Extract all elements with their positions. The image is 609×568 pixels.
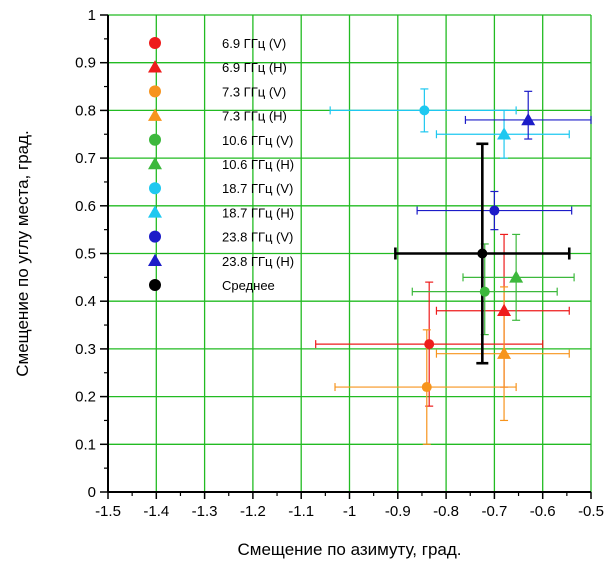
- legend-label: 10.6 ГГц (V): [222, 133, 293, 148]
- legend-label: 7.3 ГГц (H): [222, 109, 287, 124]
- data-point: [497, 303, 512, 316]
- legend-marker: [149, 182, 161, 195]
- data-point: [479, 286, 490, 297]
- legend-label: 6.9 ГГц (H): [222, 60, 287, 75]
- legend-marker: [149, 133, 161, 146]
- x-tick-label: -0.9: [385, 503, 411, 520]
- y-tick-label: 0.5: [75, 246, 96, 263]
- legend-marker: [149, 230, 161, 243]
- data-point: [497, 127, 512, 140]
- data-point: [509, 270, 524, 283]
- legend-marker: [149, 279, 161, 291]
- y-tick-label: 0.6: [75, 198, 96, 215]
- legend-label: 6.9 ГГц (V): [222, 36, 286, 51]
- data-point: [477, 248, 488, 259]
- x-tick-label: -1.2: [240, 503, 266, 520]
- x-tick-label: -1: [343, 503, 356, 520]
- x-tick-label: -0.7: [481, 503, 507, 520]
- legend-marker: [148, 157, 162, 170]
- y-tick-label: 0.2: [75, 389, 96, 406]
- data-points: [419, 105, 536, 393]
- y-tick-label: 1: [88, 7, 96, 24]
- y-axis-title: Смещение по углу места, град.: [13, 130, 32, 376]
- legend-marker: [148, 253, 162, 267]
- legend-marker: [149, 85, 161, 98]
- data-point: [489, 205, 500, 216]
- axes: [100, 14, 592, 499]
- x-tick-label: -0.8: [433, 503, 459, 520]
- legend-label: 7.3 ГГц (V): [222, 84, 286, 99]
- x-tick-label: -0.6: [530, 503, 556, 520]
- x-tick-label: -0.5: [578, 503, 604, 520]
- y-tick-label: 0.7: [75, 150, 96, 167]
- x-tick-labels: -1.5 -1.4 -1.3 -1.2 -1.1 -1 -0.9 -0.8 -0.7 -0.6 -0…: [95, 503, 604, 520]
- x-tick-label: -1.5: [95, 503, 121, 520]
- legend-marker: [148, 60, 162, 73]
- x-tick-label: -1.4: [143, 503, 169, 520]
- y-tick-label: 0.4: [75, 293, 96, 310]
- y-tick-label: 0: [88, 484, 96, 501]
- y-tick-labels: 0 0.1 0.2 0.3 0.4 0.5 0.6 0.7 0.8 0.9 1: [75, 7, 96, 501]
- y-tick-label: 0.3: [75, 341, 96, 358]
- data-point: [497, 346, 512, 359]
- data-point: [421, 382, 432, 393]
- data-point: [521, 112, 536, 126]
- data-point: [424, 339, 435, 350]
- legend-marker: [148, 108, 162, 121]
- legend-label: 18.7 ГГц (V): [222, 181, 293, 196]
- x-tick-label: -1.3: [192, 503, 218, 520]
- x-axis-title: Смещение по азимуту, град.: [237, 540, 461, 559]
- legend: 6.9 ГГц (V) 6.9 ГГц (H) 7.3 ГГц (V) 7.3 ГГц…: [148, 36, 294, 293]
- legend-marker: [148, 205, 162, 218]
- legend-marker: [149, 37, 161, 49]
- legend-label: 23.8 ГГц (V): [222, 230, 293, 245]
- legend-label: 18.7 ГГц (H): [222, 205, 294, 220]
- error-bars: [315, 88, 592, 445]
- legend-label: Среднее: [222, 278, 275, 293]
- y-tick-label: 0.9: [75, 55, 96, 72]
- x-tick-label: -1.1: [288, 503, 314, 520]
- y-tick-label: 0.1: [75, 436, 96, 453]
- y-tick-label: 0.8: [75, 102, 96, 119]
- legend-label: 23.8 ГГц (H): [222, 254, 294, 269]
- data-point: [419, 105, 430, 116]
- legend-label: 10.6 ГГц (H): [222, 157, 294, 172]
